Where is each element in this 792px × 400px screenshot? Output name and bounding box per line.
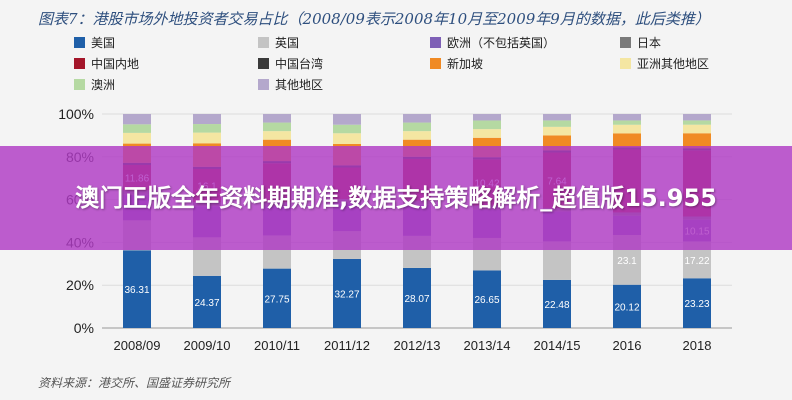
data-label: 32.27 <box>334 289 359 300</box>
legend-item: 亚洲其他地区 <box>620 55 750 72</box>
legend: 美国 英国 欧洲（不包括英国） 日本中国内地 中国台湾 新加坡 亚洲其他地区澳洲 其他地区 <box>74 34 754 93</box>
banner-text: 澳门正版全年资料期期准,数据支持策略解析_超值版15.955 <box>75 184 717 212</box>
data-label: 26.65 <box>474 295 499 306</box>
x-tick-label: 2018 <box>683 338 712 353</box>
bar-segment <box>263 122 291 132</box>
bar-segment <box>333 124 361 134</box>
data-label: 17.22 <box>684 256 709 267</box>
legend-label: 澳洲 <box>91 78 116 92</box>
legend-item: 美国 <box>74 34 258 51</box>
bar-segment <box>333 133 361 144</box>
data-label: 23.1 <box>617 256 637 267</box>
legend-label: 其他地区 <box>275 78 324 92</box>
legend-item: 日本 <box>620 34 750 51</box>
bar-segment <box>613 114 641 121</box>
x-tick-label: 2008/09 <box>114 338 161 353</box>
bar-segment <box>473 114 501 121</box>
legend-label: 中国台湾 <box>275 57 324 71</box>
bar-segment <box>683 124 711 134</box>
x-tick-label: 2009/10 <box>184 338 231 353</box>
bar-segment <box>613 133 641 148</box>
bar-segment <box>543 120 571 127</box>
data-label: 36.31 <box>124 285 149 296</box>
legend-swatch <box>620 37 631 48</box>
bar-segment <box>123 132 151 144</box>
legend-swatch <box>258 58 269 69</box>
data-label: 24.37 <box>194 298 219 309</box>
bar-segment <box>193 114 221 125</box>
bar-segment <box>613 120 641 125</box>
bar-segment <box>123 114 151 125</box>
legend-label: 日本 <box>637 36 662 50</box>
overlay-banner: 澳门正版全年资料期期准,数据支持策略解析_超值版15.955 <box>0 146 792 250</box>
bar-segment <box>263 268 291 328</box>
legend-item: 英国 <box>258 34 430 51</box>
bar-segment <box>403 122 431 132</box>
bar-segment <box>543 126 571 136</box>
legend-swatch <box>430 37 441 48</box>
y-tick-label: 100% <box>58 106 94 122</box>
bar-segment <box>683 133 711 149</box>
bar-segment <box>613 284 641 328</box>
bar-segment <box>333 114 361 125</box>
x-tick-label: 2010/11 <box>254 338 300 353</box>
x-tick-label: 2014/15 <box>534 338 581 353</box>
legend-swatch <box>74 58 85 69</box>
bar-segment <box>683 120 711 125</box>
legend-label: 欧洲（不包括英国） <box>447 36 556 50</box>
data-label: 27.75 <box>264 294 289 305</box>
bar-segment <box>193 275 221 328</box>
bar-segment <box>263 131 291 140</box>
source-note: 资料来源：港交所、国盛证券研究所 <box>38 376 231 390</box>
legend-label: 美国 <box>91 36 116 50</box>
bar-segment <box>403 114 431 123</box>
legend-item: 欧洲（不包括英国） <box>430 34 620 51</box>
data-label: 23.23 <box>684 299 709 310</box>
legend-swatch <box>74 37 85 48</box>
legend-item: 澳洲 <box>74 76 258 93</box>
legend-swatch <box>258 79 269 90</box>
x-tick-label: 2013/14 <box>464 338 511 353</box>
bar-segment <box>473 120 501 130</box>
legend-label: 亚洲其他地区 <box>637 57 710 71</box>
bar-segment <box>543 114 571 121</box>
legend-label: 中国内地 <box>91 57 140 71</box>
data-label: 22.48 <box>544 300 569 311</box>
legend-item: 其他地区 <box>258 76 430 93</box>
bar-segment <box>193 124 221 133</box>
x-tick-label: 2011/12 <box>324 338 370 353</box>
y-tick-label: 0% <box>74 320 94 336</box>
bar-segment <box>333 258 361 328</box>
bar-segment <box>683 114 711 121</box>
data-label: 20.12 <box>614 302 639 313</box>
bar-segment <box>403 267 431 328</box>
y-tick-label: 20% <box>66 277 94 293</box>
legend-swatch <box>74 79 85 90</box>
bar-segment <box>473 270 501 328</box>
legend-swatch <box>430 58 441 69</box>
bar-segment <box>543 279 571 328</box>
bar-segment <box>473 129 501 138</box>
legend-item: 中国台湾 <box>258 55 430 72</box>
x-tick-label: 2016 <box>613 338 642 353</box>
legend-swatch <box>258 37 269 48</box>
bar-segment <box>683 278 711 328</box>
legend-swatch <box>620 58 631 69</box>
legend-item: 新加坡 <box>430 55 620 72</box>
bar-segment <box>613 124 641 134</box>
bar-segment <box>403 131 431 140</box>
bar-segment <box>263 114 291 123</box>
data-label: 28.07 <box>404 294 429 305</box>
legend-item: 中国内地 <box>74 55 258 72</box>
x-tick-label: 2012/13 <box>394 338 441 353</box>
bar-segment <box>123 124 151 133</box>
chart-title: 图表7：港股市场外地投资者交易占比（2008/09表示2008年10月至2009… <box>38 10 710 28</box>
bar-segment <box>123 250 151 328</box>
bar-segment <box>193 132 221 144</box>
legend-label: 新加坡 <box>447 57 484 71</box>
legend-label: 英国 <box>275 36 300 50</box>
